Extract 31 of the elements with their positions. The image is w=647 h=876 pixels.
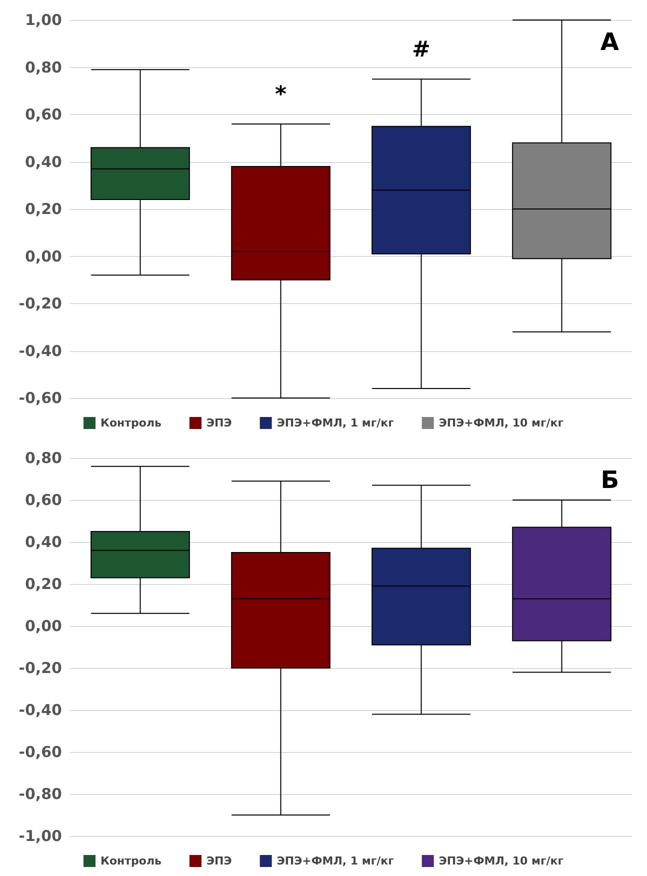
y-tick-label: 0,00 [24,247,62,266]
y-tick-label: -0,40 [18,701,62,719]
legend-label: ЭПЭ [206,854,232,868]
y-tick-label: 0,40 [24,533,62,551]
y-tick-label: -0,40 [18,342,62,360]
legend-label: ЭПЭ+ФМЛ, 10 мг/кг [438,854,564,868]
y-tick-label: -0,60 [18,389,62,407]
annotation: * [274,82,287,108]
legend-label: ЭПЭ+ФМЛ, 1 мг/кг [276,416,394,430]
annotation: А [600,28,620,56]
y-tick-label: 0,80 [24,449,62,467]
y-tick-label: 0,60 [24,491,62,509]
legend-label: ЭПЭ+ФМЛ, 10 мг/кг [438,416,564,430]
legend-label: ЭПЭ [206,416,232,430]
y-tick-label: -0,20 [18,659,62,677]
y-tick-label: -0,80 [18,785,62,803]
y-tick-label: -0,60 [18,743,62,761]
legend-label: Контроль [100,854,162,868]
annotation: Б [600,466,620,494]
y-tick-label: -0,20 [18,294,62,312]
y-tick-label: 0,20 [24,200,62,218]
y-tick-label: -1,00 [18,827,62,845]
y-tick-label: 0,20 [24,575,62,593]
annotation: # [412,38,430,63]
y-tick-label: 1,00 [24,11,62,29]
legend-label: ЭПЭ+ФМЛ, 1 мг/кг [276,854,394,868]
y-tick-label: 0,60 [24,106,62,124]
y-tick-label: 0,00 [24,617,62,635]
y-tick-label: 0,40 [24,152,62,171]
legend-label: Контроль [100,416,162,430]
y-tick-label: 0,80 [24,58,62,76]
